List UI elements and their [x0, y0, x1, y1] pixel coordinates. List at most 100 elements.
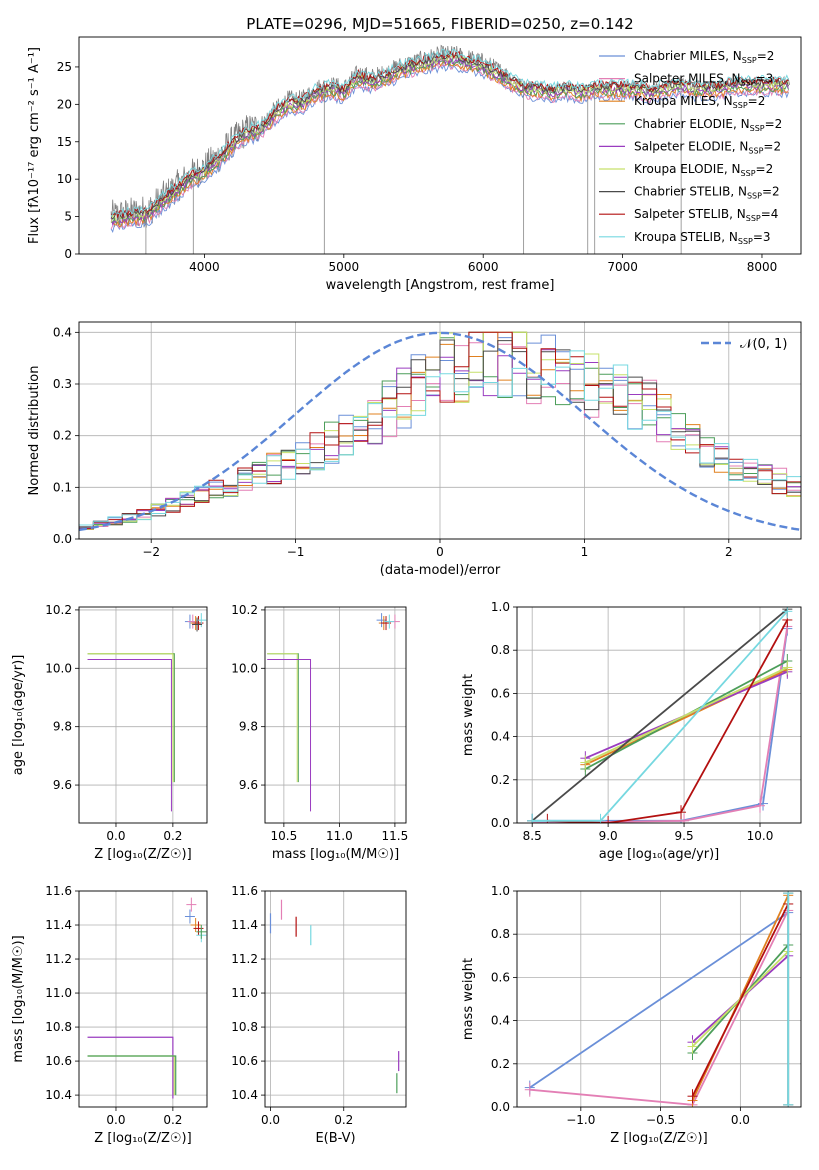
- age-step-line: [87, 653, 175, 783]
- x-tick-label: 2: [725, 545, 733, 559]
- x-tick-label: 7000: [607, 260, 638, 274]
- massweight-vs-Z-panel: −1.0 −0.5 0.0 0.0 0.2 0.4 0.6 0.8 1.0 Z [log₁₀(Z/…: [461, 884, 802, 1146]
- y-tick-label: 0.0: [53, 532, 72, 546]
- y-axis-label: Normed distribution: [27, 366, 42, 496]
- y-tick-label: 11.2: [231, 952, 258, 966]
- y-tick-label: 0: [64, 247, 72, 261]
- axes-frame: [78, 890, 208, 1108]
- y-tick-label: 10: [57, 172, 72, 186]
- x-tick-label: 1: [581, 545, 589, 559]
- x-tick-label: 9.0: [599, 829, 618, 843]
- mass-vs-Z-panel: 0.0 0.2 10.4 10.6 10.8 11.0 11.2 11.4 11.6 Z [log…: [11, 884, 208, 1146]
- age-step-line: [267, 653, 298, 783]
- y-tick-label: 10.0: [231, 661, 258, 675]
- age-vs-Z-panel: 0.0 0.2 9.6 9.8 10.0 10.2 Z [log₁₀(Z/Z☉)] age […: [11, 603, 208, 862]
- y-axis-label: mass weight: [461, 674, 476, 756]
- x-tick-label: 0.2: [163, 1113, 182, 1127]
- axes-frame: [78, 321, 802, 540]
- normal-curve-line: [79, 331, 801, 532]
- y-tick-label: 10.2: [231, 603, 258, 617]
- legend-entry: Salpeter ELODIE, NSSP=2: [634, 139, 781, 155]
- legend-entry: Kroupa ELODIE, NSSP=2: [634, 162, 773, 178]
- x-tick-label: 6000: [468, 260, 499, 274]
- mass-step-line: [87, 1036, 174, 1099]
- age-vs-mass-panel: 10.5 11.0 11.5 9.6 9.8 10.0 10.2 mass [log₁₀(M/…: [231, 603, 408, 862]
- y-tick-label: 0.8: [491, 643, 510, 657]
- axes-frame: [264, 606, 407, 824]
- y-tick-label: 10.8: [231, 1020, 258, 1034]
- y-tick-label: 11.4: [45, 918, 72, 932]
- x-tick-label: −2: [142, 545, 160, 559]
- plot-area: [269, 899, 400, 1094]
- axes-frame: [516, 606, 802, 824]
- age-step-line: [87, 653, 175, 783]
- y-tick-label: 10.6: [231, 1054, 258, 1068]
- y-axis-label: age [log₁₀(age/yr)]: [11, 655, 26, 776]
- weight-line-chabrier-miles: [529, 911, 789, 1089]
- x-axis-label: E(B-V): [315, 1131, 355, 1146]
- legend-entry: Kroupa MILES, NSSP=2: [634, 94, 765, 110]
- axes-frame: [78, 606, 208, 824]
- y-tick-label: 0.4: [53, 325, 72, 339]
- x-axis-label: Z [log₁₀(Z/Z☉)]: [94, 1131, 191, 1146]
- y-tick-label: 1.0: [491, 884, 510, 898]
- y-tick-label: 9.8: [239, 720, 258, 734]
- legend-entry: 𝒩(0, 1): [740, 337, 787, 352]
- residual-histogram-salpeter-stelib: [79, 331, 801, 530]
- legend-entry: Chabrier ELODIE, NSSP=2: [634, 117, 782, 133]
- axes-frame: [78, 36, 802, 255]
- y-tick-label: 10.2: [45, 603, 72, 617]
- spectrum-panel: 4000 5000 6000 7000 8000 0 5 10 15 20 25 wavelength…: [27, 36, 802, 293]
- x-axis-label: Z [log₁₀(Z/Z☉)]: [610, 1131, 707, 1146]
- weight-line-chabrier-stelib: [531, 608, 788, 822]
- y-tick-label: 0.3: [53, 377, 72, 391]
- legend-entry: Chabrier MILES, NSSP=2: [634, 49, 774, 65]
- x-tick-label: 5000: [329, 260, 360, 274]
- y-tick-label: 9.6: [53, 778, 72, 792]
- y-axis-label: mass weight: [461, 958, 476, 1040]
- weight-line-kroupa-elodie: [584, 666, 788, 764]
- y-tick-label: 0.6: [491, 686, 510, 700]
- x-axis-label: (data-model)/error: [380, 563, 501, 578]
- plot-area: [87, 613, 207, 812]
- weight-line-chabrier-miles: [532, 628, 789, 822]
- y-tick-label: 10.4: [45, 1088, 72, 1102]
- age-step-line: [87, 659, 172, 812]
- y-tick-label: 0.2: [53, 429, 72, 443]
- y-tick-label: 11.4: [231, 918, 258, 932]
- y-tick-label: 0.0: [491, 816, 510, 830]
- figure-title: PLATE=0296, MJD=51665, FIBERID=0250, z=0…: [246, 15, 633, 33]
- y-tick-label: 0.4: [491, 1014, 510, 1028]
- y-tick-label: 0.8: [491, 927, 510, 941]
- x-axis-label: Z [log₁₀(Z/Z☉)]: [94, 847, 191, 862]
- plot-area: [110, 44, 790, 254]
- y-tick-label: 0.6: [491, 970, 510, 984]
- y-tick-label: 10.6: [45, 1054, 72, 1068]
- legend-entry: Kroupa STELIB, NSSP=3: [634, 230, 771, 246]
- x-tick-label: 4000: [189, 260, 220, 274]
- y-tick-label: 0.1: [53, 480, 72, 494]
- y-tick-label: 9.6: [239, 778, 258, 792]
- x-tick-label: 8000: [747, 260, 778, 274]
- y-tick-label: 11.0: [45, 986, 72, 1000]
- x-axis-label: mass [log₁₀(M/M☉)]: [272, 847, 399, 862]
- y-tick-label: 9.8: [53, 720, 72, 734]
- y-tick-label: 20: [57, 97, 72, 111]
- plot-area: [524, 891, 794, 1107]
- x-tick-label: 0.0: [731, 1113, 750, 1127]
- x-tick-label: −1: [287, 545, 305, 559]
- x-tick-label: 8.5: [523, 829, 542, 843]
- plot-area: [267, 613, 400, 812]
- age-step-line: [267, 653, 299, 783]
- x-tick-label: 0: [436, 545, 444, 559]
- x-axis-label: wavelength [Angstrom, rest frame]: [326, 278, 555, 293]
- y-tick-label: 0.4: [491, 730, 510, 744]
- x-tick-label: 9.5: [675, 829, 694, 843]
- plot-area: [79, 331, 801, 532]
- x-tick-label: −0.5: [646, 1113, 675, 1127]
- weight-line-salpeter-stelib: [547, 619, 789, 823]
- axes-frame: [264, 890, 407, 1108]
- x-tick-label: 10.5: [271, 829, 298, 843]
- x-tick-label: −1.0: [566, 1113, 595, 1127]
- y-tick-label: 11.6: [231, 884, 258, 898]
